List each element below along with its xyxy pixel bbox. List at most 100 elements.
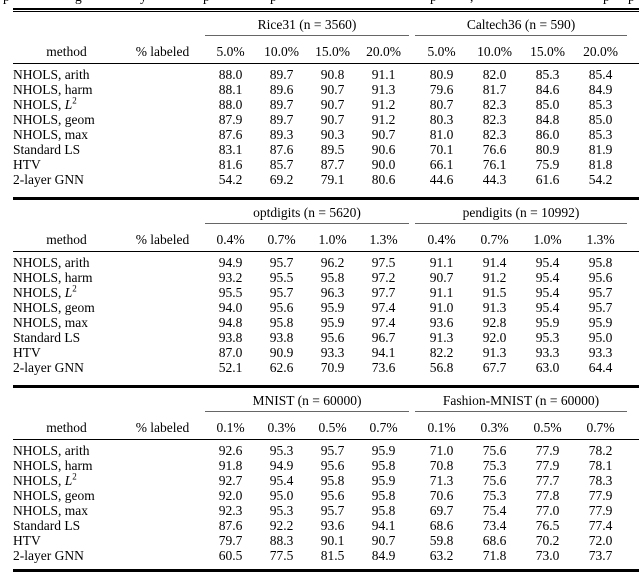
method-name: Standard LS xyxy=(13,330,81,345)
table-row: HTV 87.0 90.9 93.3 94.1 82.2 91.3 93.3 93.3 xyxy=(13,345,639,360)
accuracy-value: 92.2 xyxy=(269,518,294,533)
accuracy-value: 75.6 xyxy=(482,443,507,458)
accuracy-value: 95.7 xyxy=(269,255,294,270)
accuracy-value: 95.8 xyxy=(320,473,345,488)
accuracy-value: 95.4 xyxy=(535,255,560,270)
accuracy-value: 89.7 xyxy=(269,112,294,127)
accuracy-value: 87.6 xyxy=(218,518,243,533)
accuracy-value: 77.9 xyxy=(588,503,613,518)
accuracy-value: 82.3 xyxy=(482,127,507,142)
group-trail xyxy=(627,127,639,142)
labeled-empty-cell xyxy=(120,112,205,127)
accuracy-value: 70.2 xyxy=(535,533,560,548)
group-gap xyxy=(409,411,415,440)
label-rate-header: 5.0% xyxy=(415,35,469,64)
accuracy-value: 95.7 xyxy=(269,285,294,300)
group-trail xyxy=(627,172,639,199)
accuracy-value: 79.6 xyxy=(429,82,454,97)
accuracy-value: 97.2 xyxy=(371,270,396,285)
method-name: 2-layer GNN xyxy=(13,360,84,375)
caption-fragment: g xyxy=(75,0,82,4)
accuracy-value: 95.0 xyxy=(588,330,613,345)
accuracy-value: 95.4 xyxy=(535,300,560,315)
accuracy-value: 97.5 xyxy=(371,255,396,270)
accuracy-value: 90.6 xyxy=(371,142,396,157)
labeled-empty-cell xyxy=(120,345,205,360)
method-name: NHOLS, L2 xyxy=(13,283,77,300)
accuracy-value: 75.4 xyxy=(482,503,507,518)
accuracy-value: 89.7 xyxy=(269,97,294,112)
method-name: HTV xyxy=(13,533,41,548)
group-trail xyxy=(627,548,639,571)
method-name: NHOLS, L2 xyxy=(13,95,77,112)
column-header-row: method% labeled 5.0% 10.0% 15.0% 20.0% 5.0% 10… xyxy=(13,35,640,64)
accuracy-value: 80.6 xyxy=(371,172,396,187)
group-trail xyxy=(627,223,640,252)
labeled-empty-cell xyxy=(120,548,205,571)
accuracy-value: 77.9 xyxy=(535,443,560,458)
labeled-empty-cell xyxy=(120,473,205,488)
label-rate-header: 10.0% xyxy=(256,35,307,64)
label-rate-header: 0.1% xyxy=(415,411,468,440)
accuracy-value: 90.0 xyxy=(371,157,396,172)
accuracy-value: 75.3 xyxy=(482,488,507,503)
method-column-header: method xyxy=(13,223,120,252)
accuracy-value: 70.1 xyxy=(429,142,454,157)
group-trail xyxy=(627,157,639,172)
accuracy-value: 86.0 xyxy=(535,127,560,142)
accuracy-value: 76.1 xyxy=(482,157,507,172)
results-tables: Rice31 (n = 3560) Caltech36 (n = 590) meth… xyxy=(0,12,640,572)
group-trail xyxy=(627,285,639,300)
accuracy-value: 91.3 xyxy=(482,300,507,315)
labeled-empty-cell xyxy=(120,300,205,315)
table-row: NHOLS, harm 88.1 89.6 90.7 91.3 79.6 81.7 84.6 8… xyxy=(13,82,639,97)
accuracy-value: 90.7 xyxy=(371,533,396,548)
method-name: NHOLS, harm xyxy=(13,458,93,473)
accuracy-value: 77.9 xyxy=(535,458,560,473)
accuracy-value: 95.8 xyxy=(588,255,613,270)
labeled-empty-cell xyxy=(120,127,205,142)
accuracy-value: 87.6 xyxy=(269,142,294,157)
accuracy-value: 95.4 xyxy=(535,270,560,285)
percent-labeled-header: % labeled xyxy=(120,411,205,440)
label-rate-header: 0.1% xyxy=(205,411,256,440)
table-row: NHOLS, harm 93.2 95.5 95.8 97.2 90.7 91.2 95.4 9… xyxy=(13,270,639,285)
accuracy-value: 89.5 xyxy=(320,142,345,157)
accuracy-value: 88.0 xyxy=(218,67,243,82)
accuracy-value: 88.3 xyxy=(269,533,294,548)
group-trail xyxy=(627,12,639,36)
group-trail xyxy=(627,112,639,127)
table-row: NHOLS, geom 87.9 89.7 90.7 91.2 80.3 82.3 84.8 8… xyxy=(13,112,639,127)
accuracy-value: 54.2 xyxy=(588,172,613,187)
column-header-row: method% labeled 0.1% 0.3% 0.5% 0.7% 0.1% 0.3% 0… xyxy=(13,411,639,440)
accuracy-value: 87.7 xyxy=(320,157,345,172)
label-rate-header: 0.7% xyxy=(256,223,307,252)
label-rate-header: 1.3% xyxy=(574,223,628,252)
label-rate-header: 15.0% xyxy=(307,35,358,64)
accuracy-value: 63.0 xyxy=(535,360,560,375)
accuracy-value: 91.1 xyxy=(429,255,454,270)
group-trail xyxy=(627,35,640,64)
label-rate-header: 20.0% xyxy=(358,35,410,64)
group-trail xyxy=(627,330,639,345)
accuracy-value: 78.1 xyxy=(588,458,613,473)
accuracy-value: 97.4 xyxy=(371,300,396,315)
accuracy-value: 78.3 xyxy=(588,473,613,488)
accuracy-value: 95.9 xyxy=(320,315,345,330)
method-name: NHOLS, arith xyxy=(13,443,90,458)
caption-fragment: p xyxy=(628,0,635,4)
accuracy-value: 96.3 xyxy=(320,285,345,300)
table-row: NHOLS, geom 94.0 95.6 95.9 97.4 91.0 91.3 95.4 9… xyxy=(13,300,639,315)
method-name: NHOLS, arith xyxy=(13,67,90,82)
table-top-double-rule xyxy=(13,8,639,12)
group-trail xyxy=(627,252,639,271)
accuracy-value: 90.7 xyxy=(371,127,396,142)
labeled-empty-cell xyxy=(120,440,205,459)
method-name: NHOLS, geom xyxy=(13,300,95,315)
accuracy-value: 79.7 xyxy=(218,533,243,548)
group-trail xyxy=(627,458,639,473)
accuracy-value: 87.6 xyxy=(218,127,243,142)
accuracy-value: 93.2 xyxy=(218,270,243,285)
accuracy-value: 91.2 xyxy=(371,97,396,112)
accuracy-value: 90.7 xyxy=(320,82,345,97)
